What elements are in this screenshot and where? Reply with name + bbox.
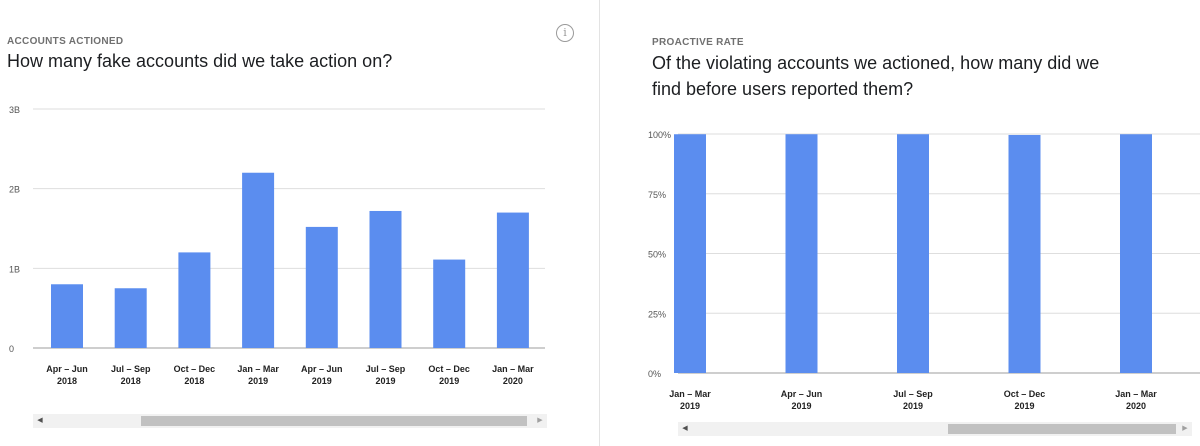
accounts-actioned-scrollbar[interactable]: ◀ ▶ [33,414,547,428]
proactive-rate-headline-line-2: find before users reported them? [652,79,914,99]
bar [1120,134,1152,373]
proactive-rate-headline-line-1: Of the violating accounts we actioned, h… [652,53,1100,73]
x-tick-label: Jan – Mar [492,364,534,374]
bar [114,288,147,348]
y-tick-label: 2B [9,185,20,195]
x-tick-label: 2019 [791,401,811,411]
x-tick-label: Oct – Dec [1004,389,1046,399]
x-tick-label: 2019 [375,376,395,386]
proactive-rate-chart: 0% 25% 50% 75% 100% Jan – Mar 2019 Apr – Jun 201… [648,130,1200,411]
accounts-actioned-chart: 0 1B 2B 3B Apr – Jun 2018 Jul – Sep 2018 Oct – D… [9,105,545,386]
accounts-actioned-headline: How many fake accounts did we take actio… [7,51,393,71]
bar [897,134,929,373]
x-tick-label: 2018 [184,376,204,386]
bar [433,259,466,348]
scroll-right-arrow-icon[interactable]: ▶ [1182,425,1188,432]
accounts-actioned-eyebrow: ACCOUNTS ACTIONED [7,36,124,47]
bar [369,210,402,348]
bar [51,284,83,348]
proactive-rate-scrollbar[interactable]: ◀ ▶ [678,422,1192,436]
x-tick-label: Apr – Jun [301,364,343,374]
x-tick-label: Jan – Mar [669,389,711,399]
bar [242,172,275,348]
accounts-actioned-panel: ACCOUNTS ACTIONED How many fake accounts… [0,0,598,446]
x-tick-label: 2019 [248,376,268,386]
x-tick-label: 2018 [57,376,77,386]
y-tick-label: 50% [648,250,666,260]
y-tick-label: 0% [648,369,661,379]
x-tick-label: 2019 [680,401,700,411]
x-tick-label: Jul – Sep [366,364,406,374]
y-tick-label: 3B [9,105,20,115]
scroll-left-arrow-icon[interactable]: ◀ [682,425,688,432]
scroll-thumb[interactable] [948,424,1176,434]
x-tick-label: Jul – Sep [111,364,151,374]
x-tick-label: 2019 [1014,401,1034,411]
scroll-thumb[interactable] [141,416,527,426]
proactive-rate-headline: Of the violating accounts we actioned, h… [652,50,1099,102]
bar [785,134,818,373]
x-tick-label: 2019 [312,376,332,386]
scroll-right-arrow-icon[interactable]: ▶ [537,417,543,424]
x-tick-label: Jul – Sep [893,389,933,399]
proactive-rate-panel: PROACTIVE RATE Of the violating accounts… [602,0,1200,446]
panel-divider [599,0,600,446]
scroll-left-arrow-icon[interactable]: ◀ [37,417,43,424]
proactive-rate-eyebrow: PROACTIVE RATE [652,37,744,48]
bar [674,134,706,373]
info-icon[interactable]: i [556,24,574,42]
x-tick-label: 2019 [903,401,923,411]
y-tick-label: 25% [648,309,666,319]
x-tick-label: Oct – Dec [428,364,470,374]
bar [496,212,529,348]
x-tick-label: 2019 [439,376,459,386]
x-tick-label: 2020 [503,376,523,386]
y-tick-label: 0 [9,344,14,354]
x-tick-label: Jan – Mar [237,364,279,374]
x-tick-label: Jan – Mar [1115,389,1157,399]
x-tick-label: Oct – Dec [174,364,216,374]
x-tick-label: Apr – Jun [46,364,88,374]
bar [178,252,211,348]
bar [1008,134,1041,373]
x-tick-label: 2018 [121,376,141,386]
x-tick-label: 2020 [1126,401,1146,411]
bar [305,226,338,348]
y-tick-label: 1B [9,264,20,274]
y-tick-label: 75% [648,190,666,200]
x-tick-label: Apr – Jun [781,389,823,399]
y-tick-label: 100% [648,130,671,140]
